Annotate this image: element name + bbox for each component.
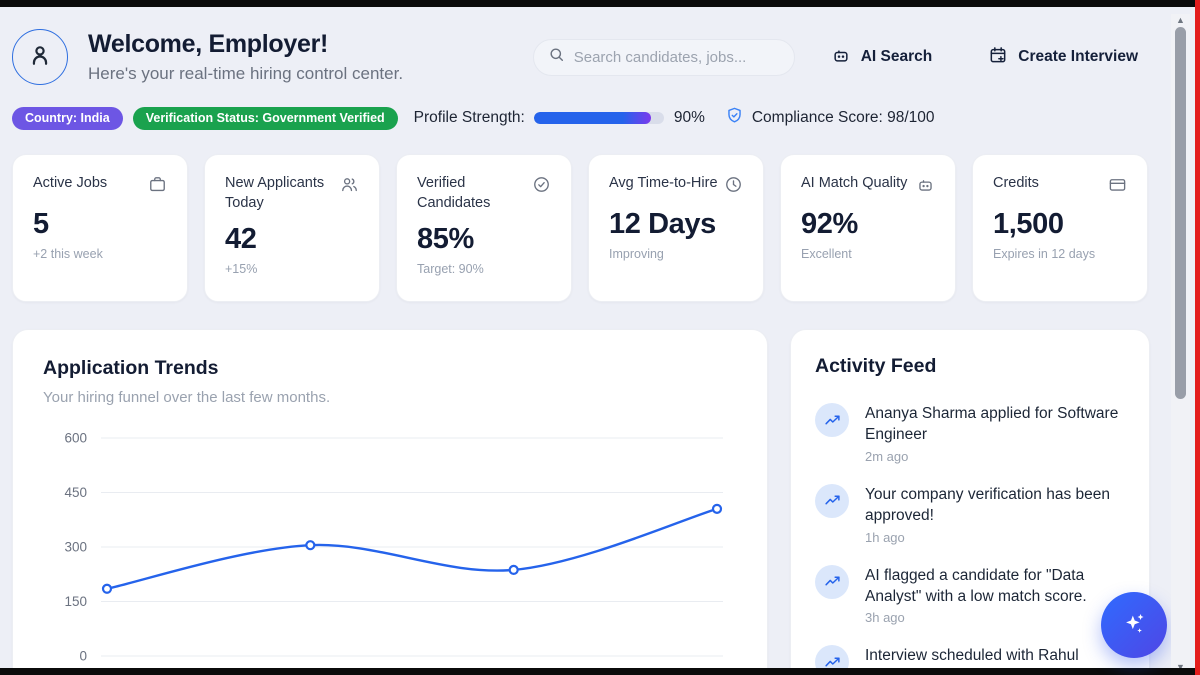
stat-sub: +2 this week xyxy=(33,247,167,261)
stat-title: AI Match Quality xyxy=(801,173,907,199)
clock-icon xyxy=(724,175,743,199)
sparkles-icon xyxy=(1120,610,1148,641)
scroll-up-arrow[interactable]: ▲ xyxy=(1176,14,1185,26)
stat-sub: Improving xyxy=(609,247,743,261)
trending-up-icon xyxy=(815,403,849,437)
vertical-scrollbar[interactable]: ▲ ▼ xyxy=(1171,14,1190,668)
check-circle-icon xyxy=(532,175,551,214)
svg-text:0: 0 xyxy=(79,649,87,664)
country-badge: Country: India xyxy=(12,107,123,130)
screenshot-red-edge xyxy=(1195,0,1200,675)
chart-subtitle: Your hiring funnel over the last few mon… xyxy=(43,389,737,406)
activity-feed-card: Activity Feed Ananya Sharma applied for … xyxy=(790,329,1150,668)
ai-assistant-fab[interactable] xyxy=(1101,592,1167,658)
stat-sub: Target: 90% xyxy=(417,262,551,276)
activity-time: 2m ago xyxy=(865,449,1125,464)
calendar-plus-icon xyxy=(988,45,1008,70)
stat-value: 92% xyxy=(801,208,935,241)
profile-strength-bar xyxy=(534,112,664,124)
stat-title: Credits xyxy=(993,173,1039,199)
briefcase-icon xyxy=(148,175,167,199)
line-chart: 0 150 300 450 600 xyxy=(43,422,737,668)
scroll-down-arrow[interactable]: ▼ xyxy=(1176,661,1185,668)
activity-time: 3h ago xyxy=(865,610,1125,625)
activity-feed-item[interactable]: Your company verification has been appro… xyxy=(815,484,1125,545)
profile-strength-percent: 90% xyxy=(674,109,705,127)
stat-value: 42 xyxy=(225,223,359,256)
activity-time: 1h ago xyxy=(865,530,1125,545)
ai-search-button[interactable]: AI Search xyxy=(831,45,933,70)
credit-card-icon xyxy=(1108,175,1127,199)
search-box[interactable] xyxy=(533,39,795,76)
profile-strength-fill xyxy=(534,112,651,124)
activity-feed-item[interactable]: Interview scheduled with Rahul Verma for… xyxy=(815,645,1125,668)
stat-sub: Excellent xyxy=(801,247,935,261)
svg-text:300: 300 xyxy=(64,540,87,555)
stat-value: 1,500 xyxy=(993,208,1127,241)
shield-check-icon xyxy=(725,106,744,130)
create-interview-button[interactable]: Create Interview xyxy=(988,45,1138,70)
stat-card-new-applicants: New Applicants Today 42 +15% xyxy=(204,154,380,302)
stat-title: Verified Candidates xyxy=(417,173,526,214)
header: Welcome, Employer! Here's your real-time… xyxy=(12,29,1166,85)
stat-card-avg-time-to-hire: Avg Time-to-Hire 12 Days Improving xyxy=(588,154,764,302)
compliance-score: Compliance Score: 98/100 xyxy=(752,109,935,127)
activity-feed-item[interactable]: AI flagged a candidate for "Data Analyst… xyxy=(815,565,1125,626)
dashboard-page: Welcome, Employer! Here's your real-time… xyxy=(0,7,1195,668)
trending-up-icon xyxy=(815,565,849,599)
svg-text:450: 450 xyxy=(64,485,87,500)
activity-feed-title: Activity Feed xyxy=(815,355,1125,378)
stat-value: 85% xyxy=(417,223,551,256)
application-trends-card: Application Trends Your hiring funnel ov… xyxy=(12,329,768,668)
stat-card-active-jobs: Active Jobs 5 +2 this week xyxy=(12,154,188,302)
stat-title: New Applicants Today xyxy=(225,173,334,214)
stat-card-ai-match-quality: AI Match Quality 92% Excellent xyxy=(780,154,956,302)
users-icon xyxy=(340,175,359,214)
bot-icon xyxy=(916,175,935,199)
stat-title: Avg Time-to-Hire xyxy=(609,173,718,199)
stat-card-verified-candidates: Verified Candidates 85% Target: 90% xyxy=(396,154,572,302)
activity-text: Interview scheduled with Rahul Verma for… xyxy=(865,645,1125,668)
activity-text: AI flagged a candidate for "Data Analyst… xyxy=(865,565,1125,608)
chart-title: Application Trends xyxy=(43,357,737,380)
stat-value: 5 xyxy=(33,208,167,241)
avatar[interactable] xyxy=(12,29,68,85)
activity-feed-item[interactable]: Ananya Sharma applied for Software Engin… xyxy=(815,403,1125,464)
stat-card-credits: Credits 1,500 Expires in 12 days xyxy=(972,154,1148,302)
profile-strength-label: Profile Strength: xyxy=(414,109,525,127)
svg-text:600: 600 xyxy=(64,431,87,446)
search-icon xyxy=(548,46,565,68)
stats-grid: Active Jobs 5 +2 this week New Applicant… xyxy=(12,154,1166,302)
activity-text: Your company verification has been appro… xyxy=(865,484,1125,527)
stat-value: 12 Days xyxy=(609,208,743,241)
bot-icon xyxy=(831,45,851,70)
user-icon xyxy=(26,41,54,74)
activity-feed-list: Ananya Sharma applied for Software Engin… xyxy=(815,403,1125,668)
scrollbar-thumb[interactable] xyxy=(1175,27,1186,399)
create-interview-label: Create Interview xyxy=(1018,48,1138,66)
search-input[interactable] xyxy=(574,49,780,66)
stat-sub: Expires in 12 days xyxy=(993,247,1127,261)
svg-text:150: 150 xyxy=(64,594,87,609)
stat-sub: +15% xyxy=(225,262,359,276)
page-subtitle: Here's your real-time hiring control cen… xyxy=(88,64,403,84)
activity-text: Ananya Sharma applied for Software Engin… xyxy=(865,403,1125,446)
trending-up-icon xyxy=(815,645,849,668)
stat-title: Active Jobs xyxy=(33,173,107,199)
trending-up-icon xyxy=(815,484,849,518)
ai-search-label: AI Search xyxy=(861,48,933,66)
status-bar: Country: India Verification Status: Gove… xyxy=(12,106,1166,130)
page-title: Welcome, Employer! xyxy=(88,30,403,59)
verification-badge: Verification Status: Government Verified xyxy=(133,107,398,130)
